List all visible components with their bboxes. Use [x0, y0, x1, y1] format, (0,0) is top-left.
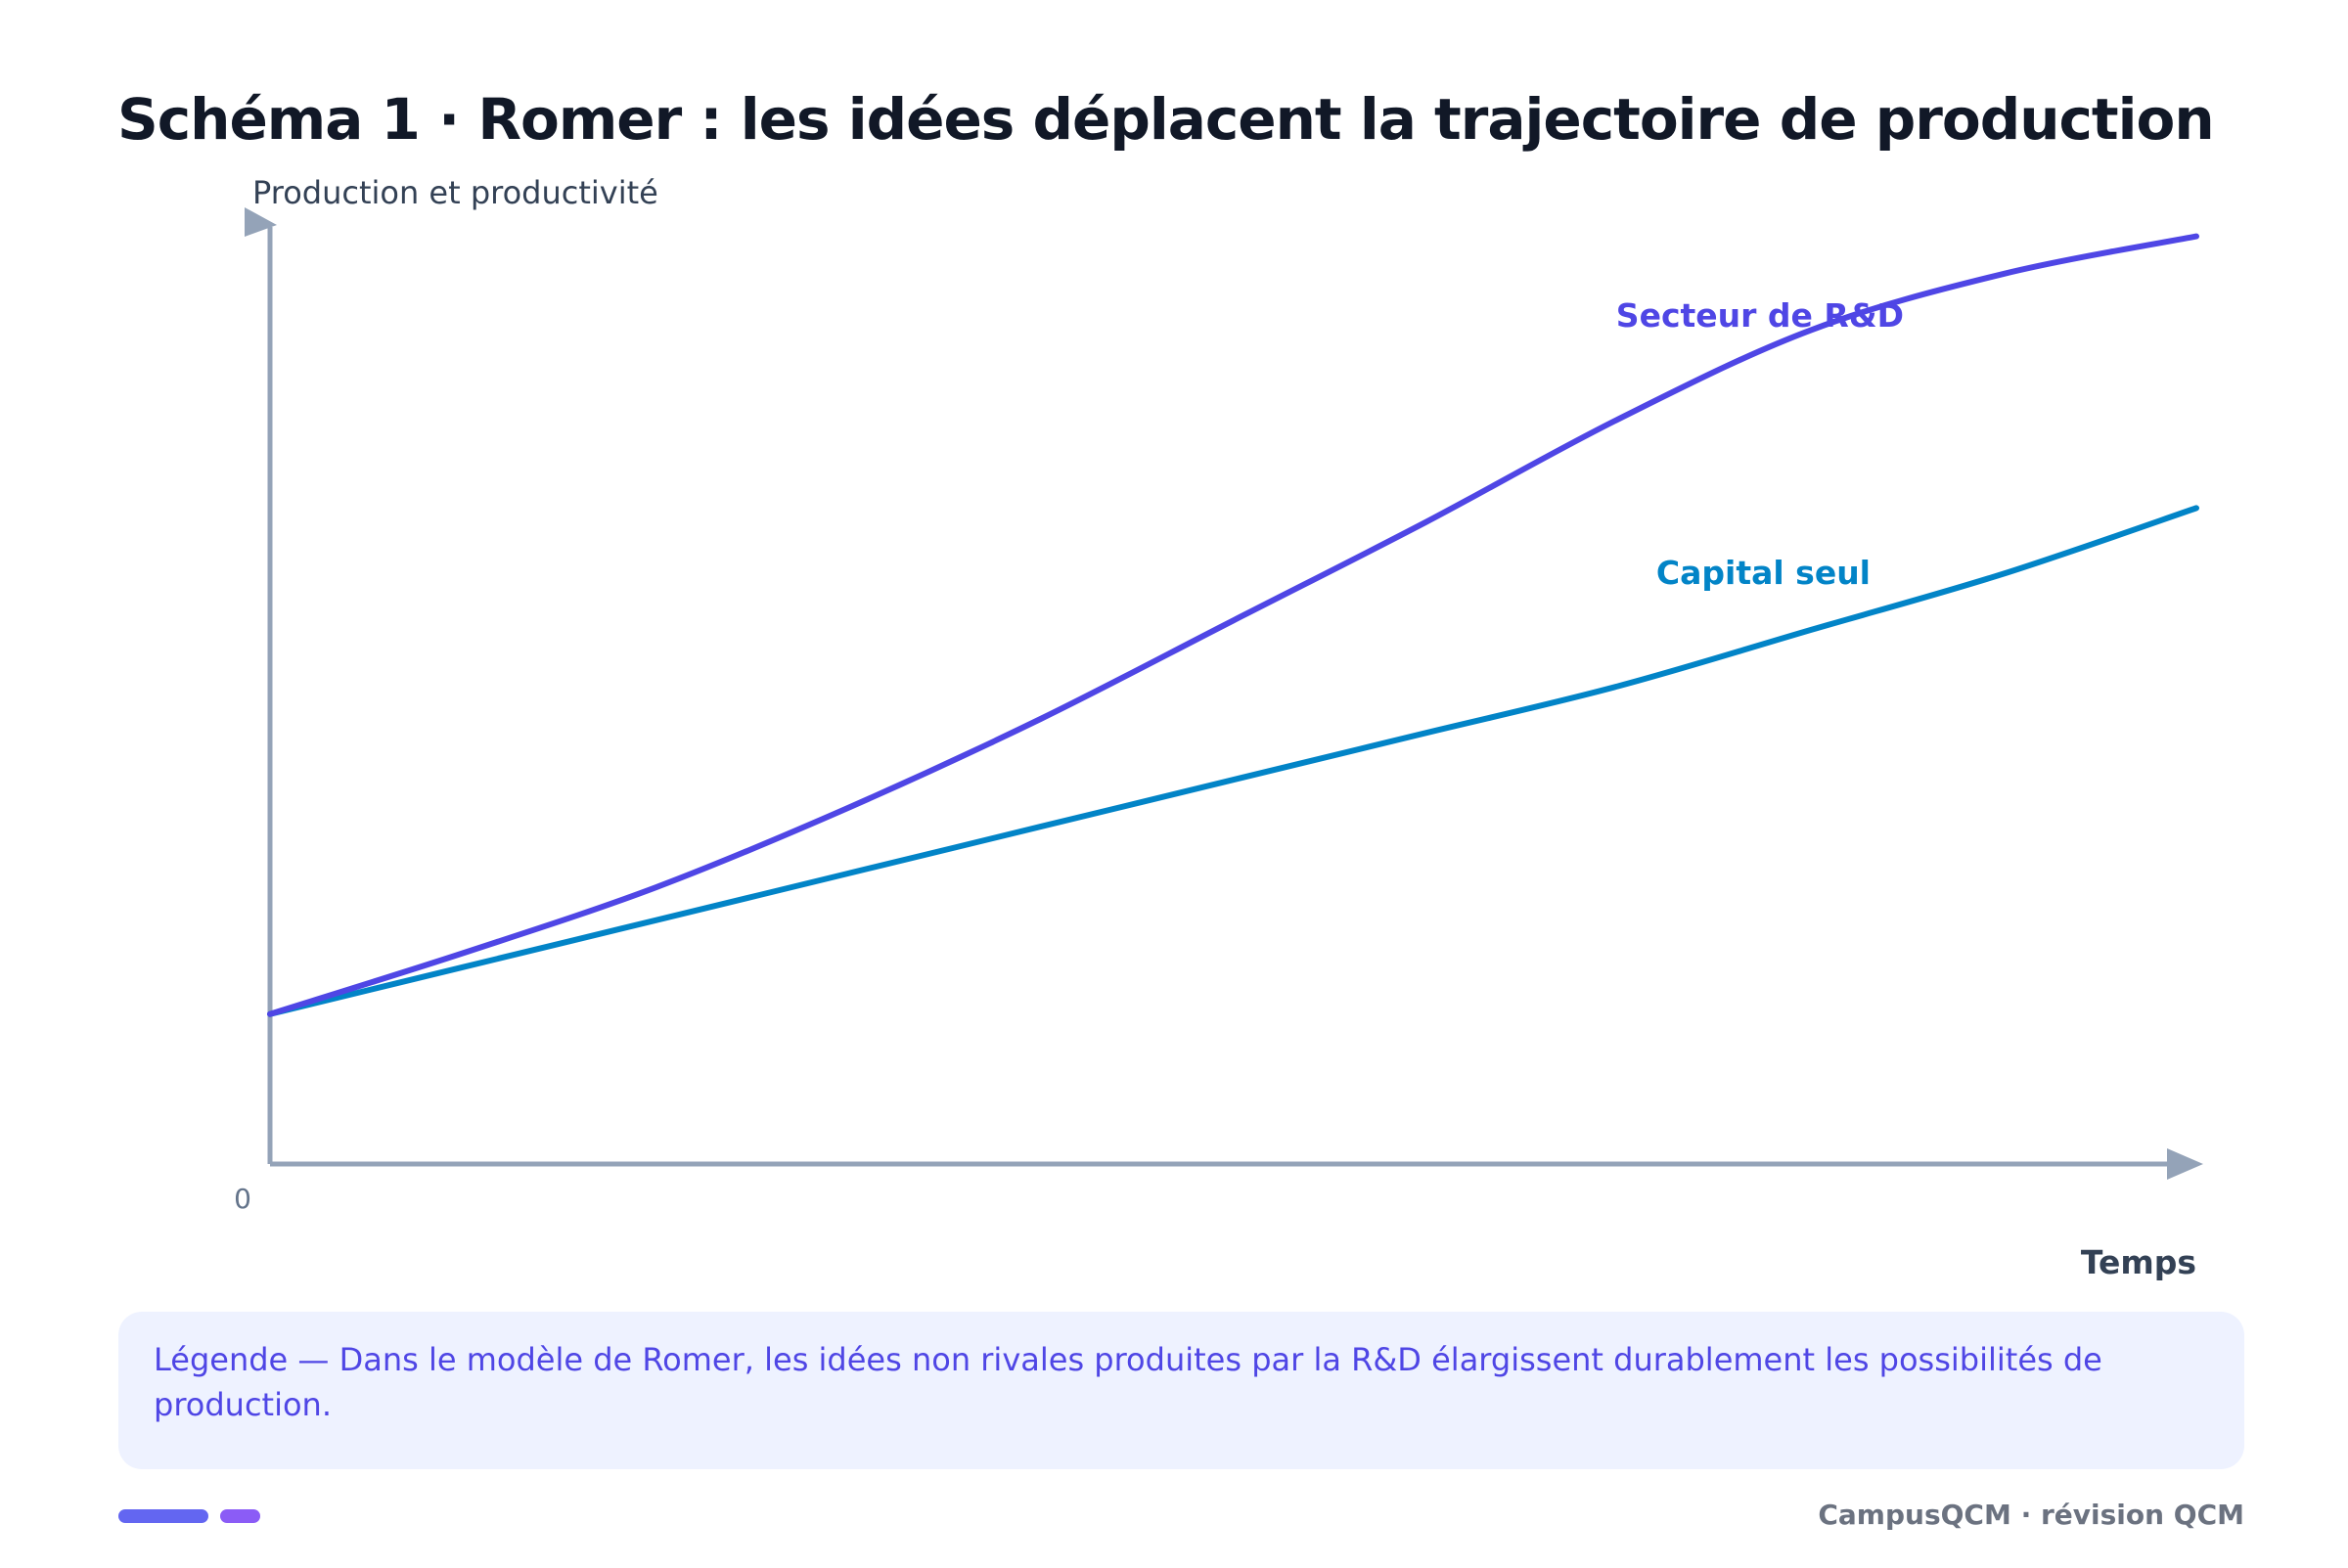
origin-label: 0 — [234, 1183, 251, 1215]
series-label-capital-seul: Capital seul — [1656, 554, 1871, 592]
y-axis-label: Production et productivité — [252, 174, 658, 211]
series-label-secteur-rd: Secteur de R&D — [1616, 296, 1904, 335]
legend-box: Légende — Dans le modèle de Romer, les i… — [118, 1312, 2244, 1469]
y-axis — [245, 207, 277, 1164]
chart: Production et productivité Temps 0 Capit… — [234, 174, 2203, 1281]
series-layer — [267, 233, 2199, 1017]
legend-text: Légende — Dans le modèle de Romer, les i… — [154, 1341, 2102, 1423]
x-axis — [270, 1148, 2203, 1180]
page-title: Schéma 1 · Romer : les idées déplacent l… — [117, 86, 2215, 153]
decor-pill-2 — [220, 1509, 260, 1523]
series-line-secteur-rd — [267, 233, 2199, 1017]
x-axis-label: Temps — [2081, 1243, 2196, 1281]
x-axis-arrow — [2167, 1148, 2203, 1180]
series-line-capital-seul — [267, 505, 2199, 1017]
footer-credit: CampusQCM · révision QCM — [1818, 1499, 2244, 1531]
decor-pill-1 — [118, 1509, 208, 1523]
y-axis-arrow — [245, 207, 277, 237]
